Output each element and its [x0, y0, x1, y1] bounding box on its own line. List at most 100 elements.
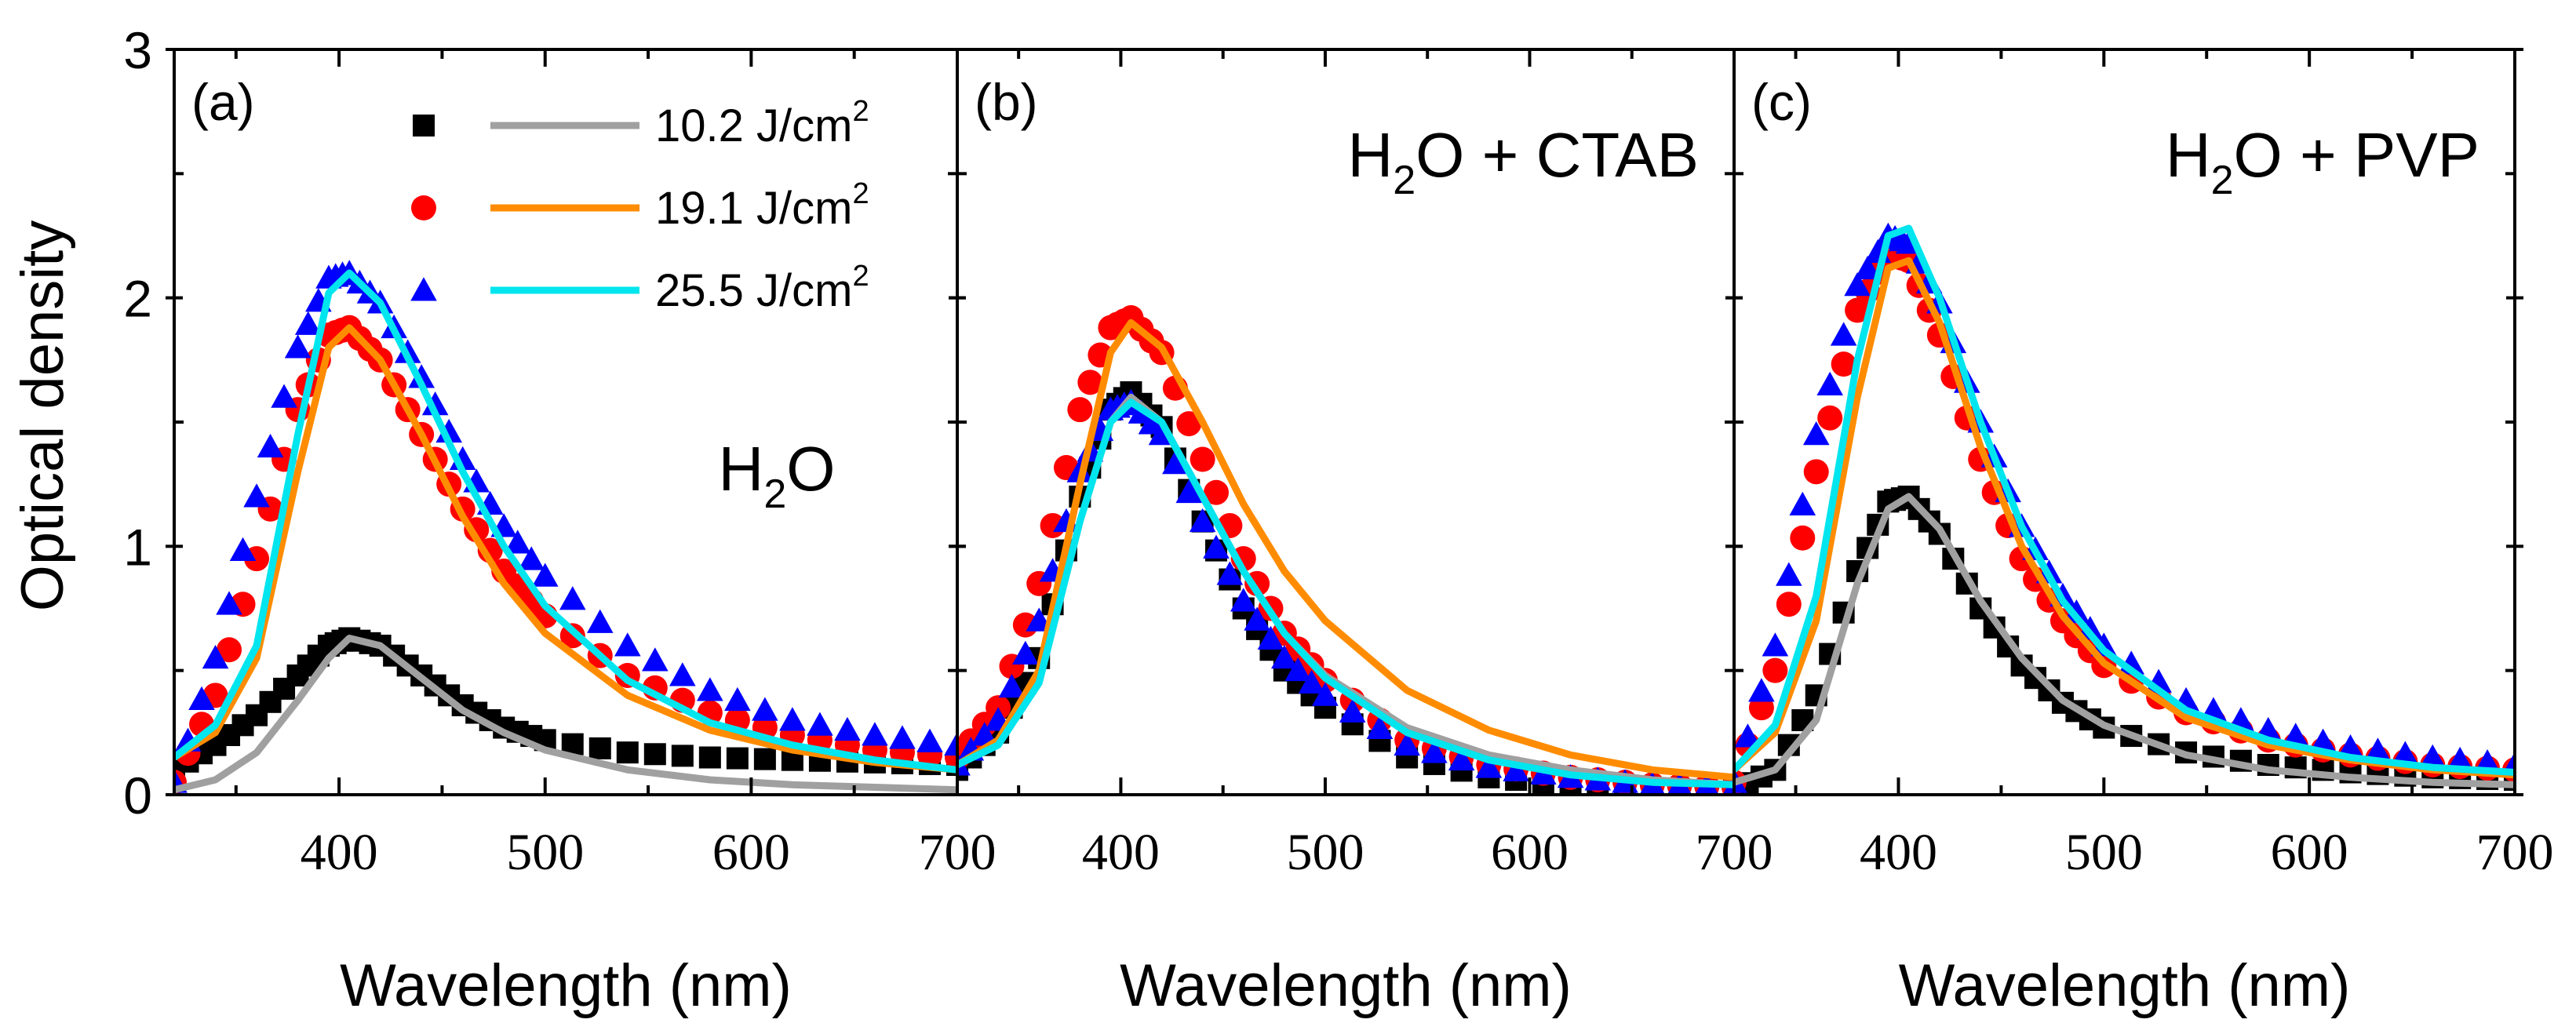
data-point-0-33: [616, 741, 639, 764]
series-line-2: [957, 399, 1734, 788]
data-point-2-37: [724, 686, 751, 712]
data-point-2-36: [697, 677, 723, 701]
panel-c: 400 500 600 700 Wavelength (nm) (c) H2O + PVP: [1725, 48, 2554, 1019]
data-point-1-8: [1831, 351, 1856, 377]
x-axis-title: Wavelength (nm): [1120, 952, 1572, 1019]
data-point-2-43: [889, 725, 916, 749]
data-point-2-6: [1802, 421, 1830, 446]
series-line-1: [957, 319, 1734, 781]
data-point-2-26: [1257, 625, 1284, 650]
data-point-2-24: [1230, 588, 1257, 612]
x-tick-label: 400: [301, 824, 378, 881]
data-point-0-32: [588, 737, 611, 759]
data-point-2-34: [642, 647, 669, 672]
solvent-annotation: H2O + CTAB: [1347, 120, 1699, 203]
x-axis-title: Wavelength (nm): [340, 952, 792, 1019]
solvent-annotation: H2O + PVP: [2166, 120, 2479, 203]
data-point-1-10: [1077, 370, 1103, 395]
data-point-2-27: [1271, 645, 1298, 669]
legend-label-2: 25.5 J/cm2: [655, 260, 869, 316]
x-tick-label: 600: [1491, 824, 1569, 881]
legend-label-1: 19.1 J/cm2: [655, 177, 869, 234]
data-point-2-33: [614, 632, 641, 657]
series-line-0: [1734, 493, 2515, 788]
data-point-1-5: [1790, 525, 1816, 551]
data-point-2-2: [188, 686, 215, 711]
data-point-2-45: [1722, 774, 1734, 795]
y-axis-title: Optical density: [9, 220, 76, 611]
data-point-0-37: [726, 747, 749, 770]
panel-label: (a): [191, 73, 255, 131]
data-point-1-9: [1845, 297, 1871, 323]
x-tick-label: 700: [1696, 824, 1773, 881]
x-tick-label: 700: [919, 824, 997, 881]
x-tick-label: 500: [2065, 824, 2143, 881]
data-point-2-5: [1789, 491, 1816, 515]
data-point-2-22: [1203, 534, 1230, 559]
x-tick-label: 700: [2476, 824, 2554, 881]
data-point-2-34: [1421, 739, 1448, 763]
data-point-2-44: [916, 728, 943, 752]
data-point-2-38: [752, 697, 778, 721]
data-point-1-9: [1067, 397, 1093, 423]
data-point-2-7: [1816, 371, 1843, 395]
data-point-2-2: [971, 722, 998, 746]
data-point-2-29: [1298, 669, 1325, 694]
series-line-1: [174, 324, 957, 774]
plot-area: [174, 260, 957, 795]
data-point-1-22: [1204, 479, 1229, 505]
data-point-0-34: [643, 743, 666, 766]
data-point-2-4: [998, 673, 1026, 698]
data-point-2-41: [2392, 741, 2419, 765]
data-point-2-42: [2419, 744, 2447, 768]
panel-label: (c): [1751, 73, 1812, 131]
data-point-1-6: [1803, 459, 1829, 485]
data-point-0-36: [698, 746, 721, 769]
plot-area: [957, 305, 1734, 795]
y-tick-label: 2: [123, 270, 152, 328]
data-point-2-40: [807, 712, 833, 736]
x-tick-label: 500: [506, 824, 584, 881]
series-line-2: [174, 269, 957, 774]
data-point-2-29: [2077, 616, 2104, 640]
legend-marker-0: [413, 115, 435, 137]
data-point-2-21: [1189, 508, 1216, 533]
data-point-2-37: [1503, 757, 1529, 781]
data-point-2-5: [229, 537, 257, 562]
data-point-2-39: [779, 707, 806, 731]
data-point-2-3: [202, 645, 229, 669]
panel-label: (b): [975, 73, 1038, 131]
x-tick-label: 400: [1082, 824, 1160, 881]
data-point-2-35: [1448, 746, 1475, 771]
data-point-2-39: [2337, 734, 2364, 759]
data-point-2-25: [1244, 606, 1270, 631]
data-point-1-20: [1176, 411, 1202, 437]
data-point-2-31: [559, 586, 586, 610]
legend: 10.2 J/cm2 19.1 J/cm2 25.5 J/cm2: [410, 95, 869, 316]
data-point-2-32: [586, 609, 614, 633]
data-point-1-3: [1762, 657, 1788, 683]
legend-marker-1: [411, 195, 436, 220]
data-point-2-42: [862, 722, 888, 746]
x-tick-label: 600: [2271, 824, 2348, 881]
data-point-2-5: [1012, 640, 1039, 664]
legend-marker-2: [410, 277, 437, 301]
data-point-2-9: [284, 334, 312, 359]
data-point-2-9: [1844, 272, 1871, 297]
data-point-2-30: [531, 563, 559, 587]
panel-b: 400 500 600 700 Wavelength (nm) (b) H2O + CTAB: [949, 48, 1773, 1019]
x-axis-title: Wavelength (nm): [1899, 952, 2351, 1019]
data-point-2-31: [1339, 698, 1366, 723]
data-point-2-8: [271, 384, 297, 408]
data-point-2-1: [1734, 723, 1762, 748]
data-point-2-4: [1776, 562, 1802, 586]
data-point-2-30: [1312, 682, 1339, 706]
data-point-2-45: [944, 731, 957, 756]
data-point-2-40: [2364, 737, 2392, 762]
y-tick-label: 3: [123, 21, 152, 79]
y-tick-label: 0: [123, 766, 152, 825]
data-point-2-33: [1394, 731, 1420, 756]
data-point-2-28: [1284, 657, 1312, 682]
data-point-2-10: [294, 311, 322, 335]
data-point-2-35: [669, 662, 696, 686]
